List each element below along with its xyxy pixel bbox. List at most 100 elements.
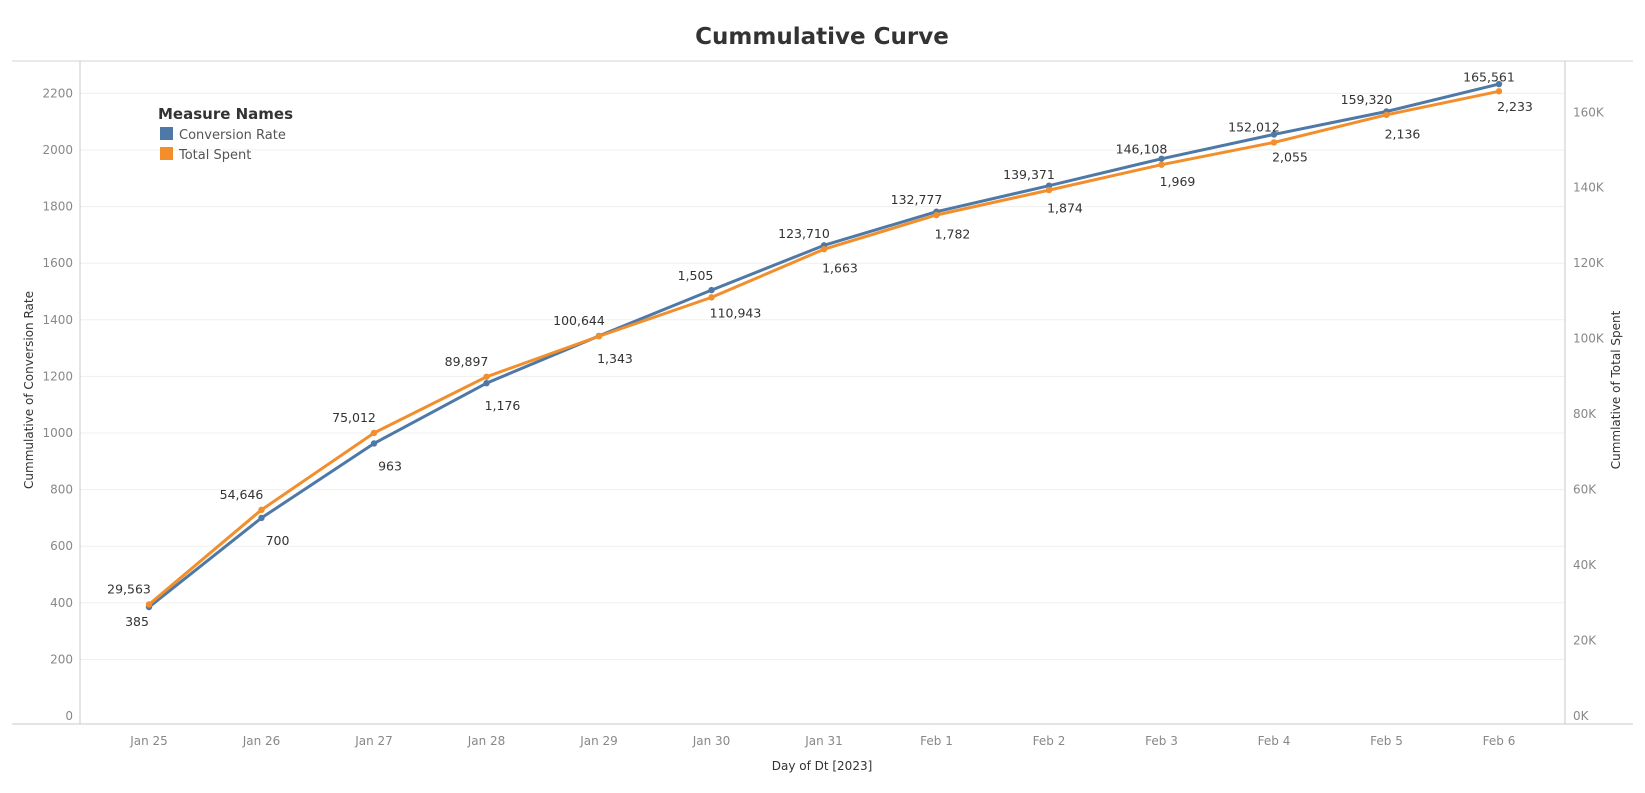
data-point-conversion-rate <box>483 379 490 387</box>
x-axis-title: Day of Dt [2023] <box>772 759 873 773</box>
right-tick-label: 80K <box>1573 407 1597 421</box>
data-label-total-spent: 123,710 <box>778 226 830 241</box>
x-tick-label: Feb 2 <box>1033 734 1066 748</box>
right-axis-title: Cummlative of Total Spent <box>1609 310 1623 469</box>
data-point-total-spent <box>370 429 378 437</box>
x-tick-label: Feb 6 <box>1483 734 1516 748</box>
data-label-total-spent: 54,646 <box>220 487 264 502</box>
data-point-total-spent <box>708 294 715 301</box>
data-label-conversion-rate: 1,176 <box>485 398 521 413</box>
right-tick-label: 60K <box>1573 483 1597 497</box>
x-tick-label: Jan 25 <box>129 734 168 748</box>
data-label-conversion-rate: 2,233 <box>1497 99 1533 114</box>
data-label-total-spent: 146,108 <box>1116 142 1168 157</box>
data-label-total-spent: 89,897 <box>445 354 489 369</box>
data-point-total-spent <box>1158 161 1165 168</box>
data-label-conversion-rate: 1,874 <box>1047 201 1083 216</box>
data-point-total-spent <box>820 246 828 253</box>
data-label-conversion-rate: 1,663 <box>822 260 858 275</box>
data-point-conversion-rate <box>1495 80 1503 88</box>
right-axis-ticks: 0K 20K 40K 60K 80K 100K 120K 140K 160K <box>1573 105 1605 723</box>
legend-swatch-total-spent <box>160 147 173 160</box>
data-point-conversion-rate <box>258 514 265 522</box>
data-label-total-spent: 165,561 <box>1463 69 1515 84</box>
chart-title: Cummulative Curve <box>695 24 949 50</box>
x-tick-label: Feb 5 <box>1370 734 1403 748</box>
left-axis-ticks: 0 200 400 600 800 1000 1200 1400 1600 1800 2000 220… <box>42 86 73 723</box>
legend: Measure Names Conversion Rate Total Spen… <box>158 105 293 163</box>
data-label-total-spent: 110,943 <box>710 305 762 320</box>
left-tick-label: 600 <box>50 539 73 553</box>
data-label-total-spent: 75,012 <box>332 410 376 425</box>
data-point-total-spent <box>1383 111 1390 119</box>
data-label-conversion-rate: 1,505 <box>678 268 714 283</box>
data-point-total-spent <box>1495 88 1503 95</box>
left-tick-label: 2200 <box>42 86 73 100</box>
legend-title: Measure Names <box>158 105 293 123</box>
legend-swatch-conversion-rate <box>160 127 173 140</box>
data-label-conversion-rate: 1,782 <box>935 227 971 242</box>
left-tick-label: 1400 <box>42 313 73 327</box>
x-tick-label: Feb 1 <box>920 734 953 748</box>
gridlines <box>80 92 1565 660</box>
left-tick-label: 1600 <box>42 256 73 270</box>
legend-label-total-spent: Total Spent <box>178 148 251 163</box>
data-label-conversion-rate: 1,969 <box>1160 174 1196 189</box>
left-axis-title: Cummulative of Conversion Rate <box>22 291 36 489</box>
right-tick-label: 0K <box>1573 709 1590 723</box>
plot-frame <box>12 60 1633 725</box>
left-tick-label: 2000 <box>42 143 73 157</box>
x-tick-label: Jan 28 <box>467 734 506 748</box>
right-tick-label: 120K <box>1573 256 1605 270</box>
data-label-conversion-rate: 700 <box>266 533 290 548</box>
data-label-total-spent: 100,644 <box>553 313 605 328</box>
x-tick-label: Jan 30 <box>692 734 731 748</box>
x-axis-ticks: Jan 25 Jan 26 Jan 27 Jan 28 Jan 29 Jan 30 Jan … <box>129 734 1515 748</box>
x-tick-label: Jan 31 <box>804 734 843 748</box>
data-point-total-spent <box>483 373 490 380</box>
left-tick-label: 1200 <box>42 369 73 383</box>
data-point-conversion-rate <box>1158 155 1165 162</box>
data-label-total-spent: 29,563 <box>107 581 151 596</box>
data-label-conversion-rate: 2,136 <box>1385 127 1421 142</box>
right-tick-label: 40K <box>1573 558 1597 572</box>
left-tick-label: 400 <box>50 596 73 610</box>
data-label-conversion-rate: 963 <box>378 458 402 473</box>
data-labels: 385 700 963 1,176 1,343 1,505 1,663 1,782 1,874 1… <box>107 69 1533 629</box>
data-label-conversion-rate: 385 <box>125 614 149 629</box>
left-tick-label: 0 <box>65 709 73 723</box>
data-point-total-spent <box>933 211 940 219</box>
data-label-conversion-rate: 1,343 <box>597 351 633 366</box>
data-label-total-spent: 139,371 <box>1003 167 1055 182</box>
left-tick-label: 1000 <box>42 426 73 440</box>
x-tick-label: Feb 3 <box>1145 734 1178 748</box>
data-point-conversion-rate <box>1045 182 1053 189</box>
data-point-conversion-rate <box>370 440 378 447</box>
series-line-total-spent <box>147 89 1501 606</box>
left-tick-label: 800 <box>50 483 73 497</box>
series-lines <box>145 80 1503 611</box>
left-tick-label: 200 <box>50 652 73 666</box>
data-point-total-spent <box>145 601 153 608</box>
right-tick-label: 160K <box>1573 105 1605 119</box>
data-label-total-spent: 159,320 <box>1341 92 1393 107</box>
data-point-total-spent <box>595 333 603 340</box>
right-tick-label: 20K <box>1573 634 1597 648</box>
data-point-conversion-rate <box>708 286 715 294</box>
data-label-conversion-rate: 2,055 <box>1272 149 1308 164</box>
data-point-total-spent <box>1045 186 1053 194</box>
data-point-total-spent <box>258 506 265 514</box>
left-tick-label: 1800 <box>42 200 73 214</box>
x-tick-label: Feb 4 <box>1258 734 1291 748</box>
legend-label-conversion-rate: Conversion Rate <box>179 128 286 143</box>
data-point-total-spent <box>1270 139 1278 146</box>
data-point-conversion-rate <box>1270 131 1278 138</box>
x-tick-label: Jan 26 <box>242 734 281 748</box>
x-tick-label: Jan 27 <box>354 734 393 748</box>
x-tick-label: Jan 29 <box>579 734 618 748</box>
data-label-total-spent: 132,777 <box>891 192 943 207</box>
right-tick-label: 100K <box>1573 332 1605 346</box>
right-tick-label: 140K <box>1573 181 1605 195</box>
